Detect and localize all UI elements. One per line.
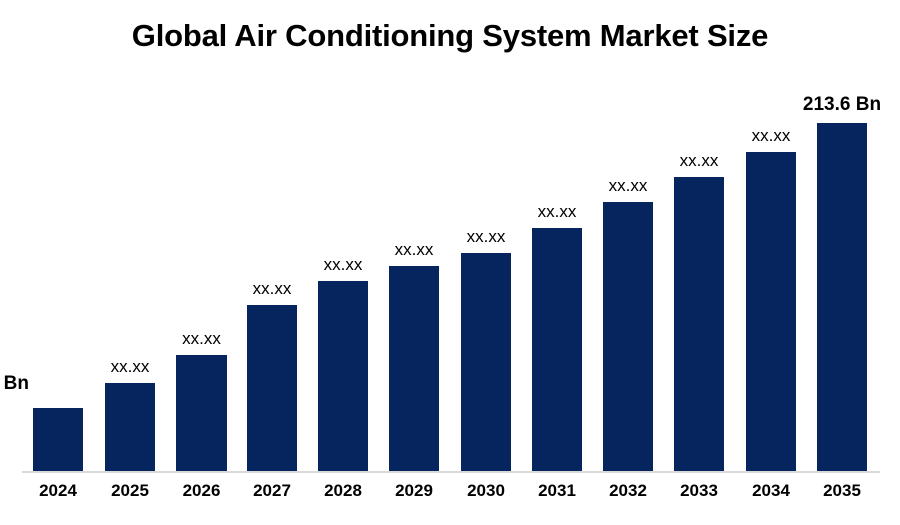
bar-value-label-2027: xx.xx [252, 279, 292, 298]
bar-value-label-2028: xx.xx [323, 255, 363, 274]
x-tick-label-2031: 2031 [538, 481, 576, 500]
bar-value-label-2029: xx.xx [394, 240, 434, 259]
chart-title: Global Air Conditioning System Market Si… [131, 18, 769, 53]
bar-2035[interactable] [817, 123, 867, 471]
bar-value-label-2025: xx.xx [110, 357, 150, 376]
x-tick-label-2027: 2027 [253, 481, 291, 500]
bar-2032[interactable] [603, 202, 653, 471]
x-tick-label-2028: 2028 [324, 481, 362, 500]
bar-value-label-2026: xx.xx [182, 329, 221, 348]
bar-value-label-2031: xx.xx [537, 202, 577, 221]
x-tick-label-2034: 2034 [752, 481, 790, 500]
bar-2033[interactable] [674, 177, 724, 471]
bar-2027[interactable] [247, 305, 297, 471]
x-tick-label-2030: 2030 [467, 481, 505, 500]
x-tick-label-2033: 2033 [680, 481, 718, 500]
x-axis-line [22, 471, 880, 473]
bar-value-label-2024: 96.78 Bn [0, 373, 29, 394]
x-tick-label-2035: 2035 [823, 481, 861, 500]
x-tick-label-2029: 2029 [395, 481, 433, 500]
bar-value-label-2032: xx.xx [608, 176, 648, 195]
bar-value-label-2030: xx.xx [466, 227, 506, 246]
x-tick-label-2026: 2026 [182, 481, 221, 500]
plot-area: 96.78 Bn xx.xx xx.xx xx.xx xx.xx xx.xx xx.xx xx… [0, 94, 882, 473]
bar-2031[interactable] [532, 228, 582, 471]
bar-2029[interactable] [389, 266, 439, 471]
bar-value-label-2035: 213.6 Bn [802, 94, 882, 115]
bar-2034[interactable] [746, 152, 796, 471]
bar-value-label-2033: xx.xx [679, 151, 719, 170]
x-tick-label-2032: 2032 [609, 481, 647, 500]
bar-value-label-2034: xx.xx [751, 126, 791, 145]
x-tick-label-2024: 2024 [39, 481, 77, 500]
bar-2026[interactable] [176, 355, 227, 471]
x-axis-label-row: 2024 2025 2026 2027 2028 2029 2030 2031 2032 2033… [0, 481, 900, 511]
x-tick-label-2025: 2025 [111, 481, 149, 500]
bar-2028[interactable] [318, 281, 368, 471]
bar-2030[interactable] [461, 253, 511, 471]
bar-2024[interactable] [33, 408, 83, 471]
bar-2025[interactable] [105, 383, 155, 471]
